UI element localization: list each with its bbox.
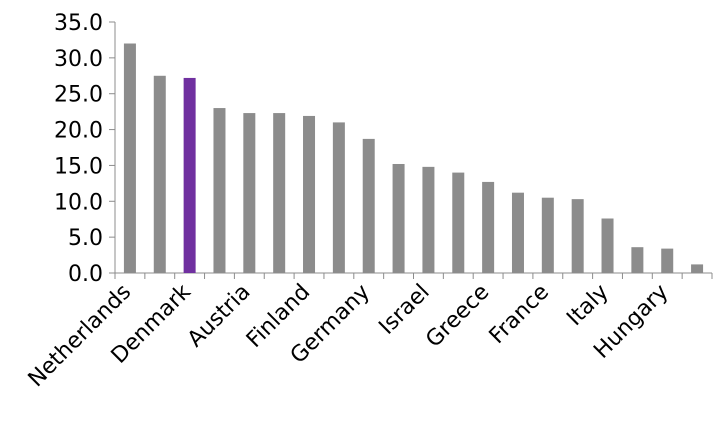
bar bbox=[601, 218, 614, 273]
bar bbox=[123, 43, 136, 274]
x-tick-label: Austria bbox=[183, 280, 256, 353]
y-axis-ticks: 0.0 5.0 10.0 15.0 20.0 25.0 30.0 35.0 bbox=[54, 11, 115, 287]
y-tick-label: 25.0 bbox=[54, 83, 103, 108]
bar bbox=[571, 199, 584, 273]
bar bbox=[332, 122, 345, 274]
y-tick-label: 10.0 bbox=[54, 190, 103, 215]
y-tick-label: 35.0 bbox=[54, 11, 103, 36]
bar bbox=[422, 166, 435, 273]
bar bbox=[392, 163, 405, 273]
x-tick-label: France bbox=[485, 280, 554, 349]
bar bbox=[273, 113, 286, 273]
y-tick-label: 5.0 bbox=[68, 226, 103, 251]
bar bbox=[183, 77, 196, 274]
y-tick-label: 20.0 bbox=[54, 119, 103, 144]
bars bbox=[123, 43, 704, 274]
bar bbox=[243, 113, 256, 273]
y-tick-label: 30.0 bbox=[54, 47, 103, 72]
bar bbox=[303, 115, 316, 274]
bar bbox=[482, 181, 495, 273]
bar bbox=[661, 248, 674, 273]
y-tick-label: 15.0 bbox=[54, 154, 103, 179]
x-tick-label: Netherlands bbox=[24, 280, 137, 393]
bar bbox=[362, 138, 375, 273]
bar bbox=[153, 75, 166, 274]
bar bbox=[213, 108, 226, 273]
bar bbox=[691, 264, 704, 273]
bar bbox=[452, 172, 465, 273]
axes bbox=[114, 22, 713, 279]
bar bbox=[541, 197, 554, 273]
bar bbox=[631, 247, 644, 273]
bar bbox=[511, 192, 524, 273]
x-tick-label: Italy bbox=[562, 280, 613, 331]
y-tick-label: 0.0 bbox=[68, 262, 103, 287]
x-tick-label: Greece bbox=[421, 280, 494, 353]
